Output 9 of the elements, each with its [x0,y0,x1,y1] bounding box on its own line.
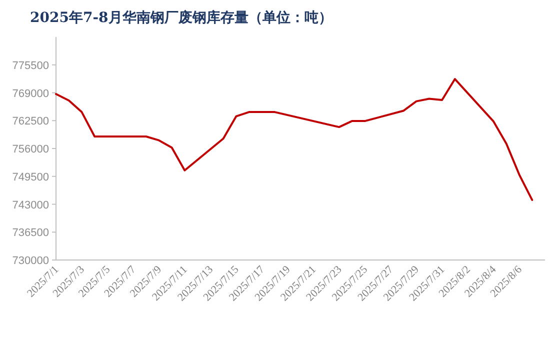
ytick: 769000 [12,88,49,100]
ytick: 730000 [12,255,49,267]
title: 2025年7-8月华南钢厂废钢库存量（单位：吨） [30,10,332,26]
ytick: 762500 [12,116,49,128]
ytick: 749500 [12,171,49,184]
ytick: 756000 [12,144,49,156]
ytick: 743000 [12,199,49,212]
ytick: 775500 [12,60,49,72]
ytick: 736500 [12,227,49,240]
